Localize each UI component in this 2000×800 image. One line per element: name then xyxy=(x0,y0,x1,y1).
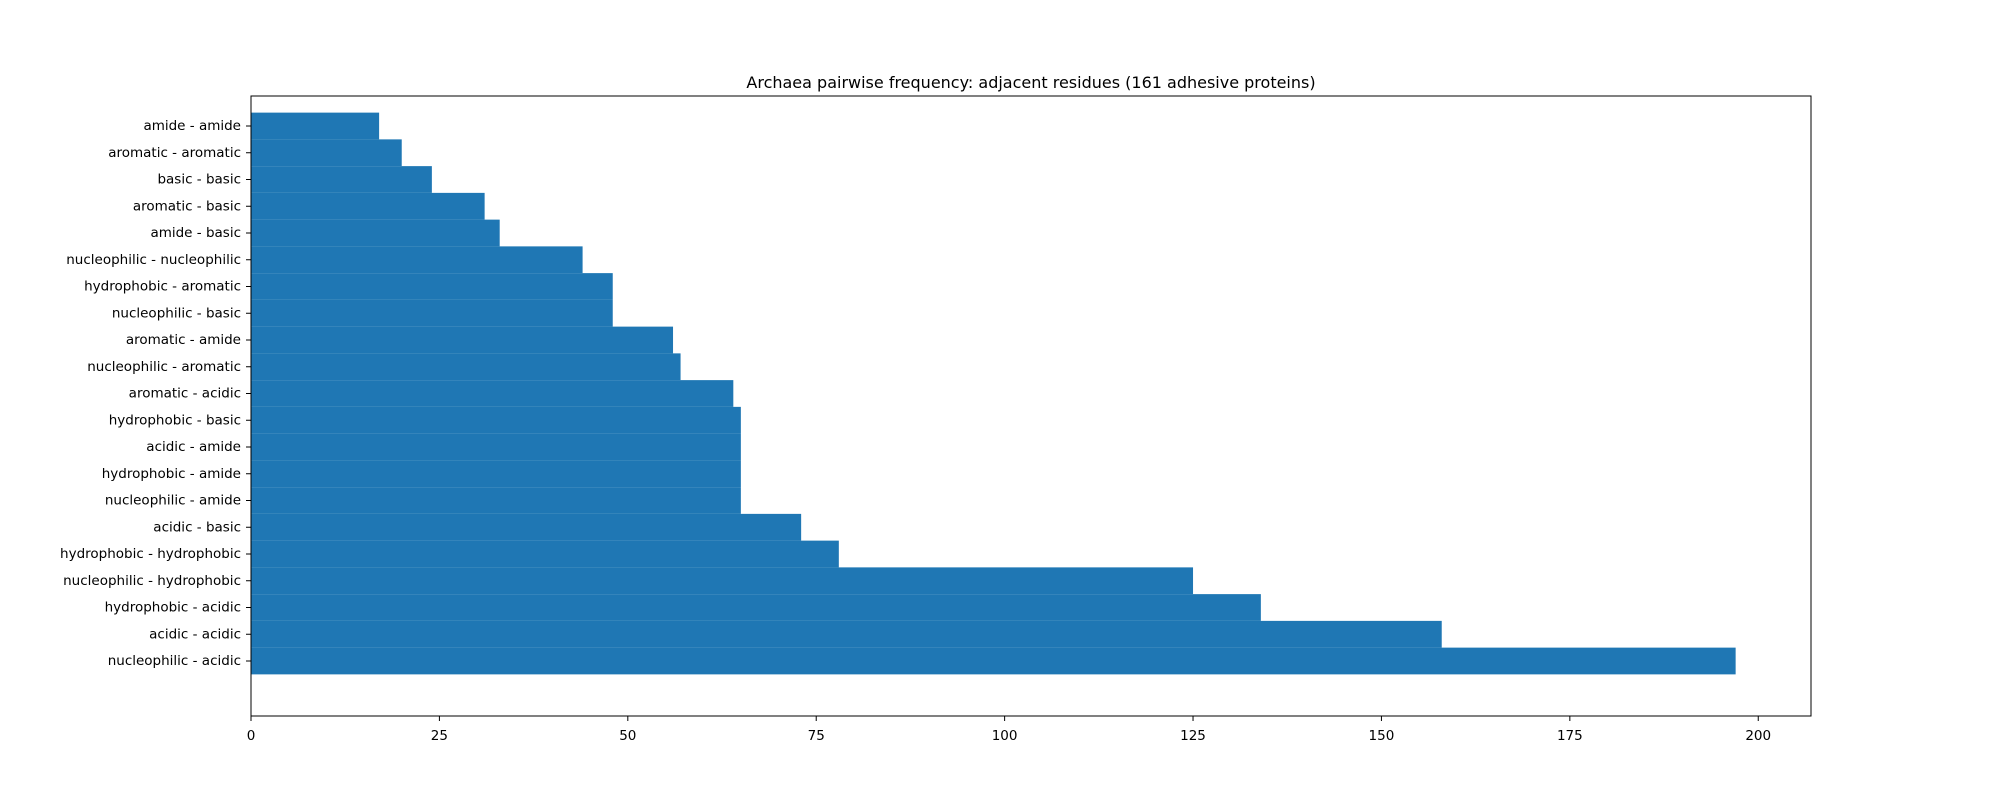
y-tick-label: hydrophobic - acidic xyxy=(105,600,241,616)
bar xyxy=(251,273,613,300)
x-tick-label: 200 xyxy=(1745,728,1771,744)
y-tick-label: nucleophilic - nucleophilic xyxy=(66,252,241,268)
y-tick-label: aromatic - basic xyxy=(133,198,241,214)
y-tick-label: nucleophilic - basic xyxy=(112,305,241,321)
bar xyxy=(251,192,485,220)
y-tick-label: amide - amide xyxy=(143,118,241,134)
bar xyxy=(251,433,741,461)
bar xyxy=(251,139,402,167)
x-tick-label: 175 xyxy=(1557,728,1583,744)
bar xyxy=(251,246,583,274)
y-tick-label: hydrophobic - basic xyxy=(109,412,241,428)
y-axis: amide - amide aromatic - aromatic basic - … xyxy=(60,118,251,669)
y-tick-label: hydrophobic - hydrophobic xyxy=(60,546,241,562)
y-tick-label: basic - basic xyxy=(157,172,241,188)
y-tick-label: acidic - amide xyxy=(146,439,241,455)
bar xyxy=(251,594,1261,621)
chart-title: Archaea pairwise frequency: adjacent res… xyxy=(746,73,1315,92)
y-tick-label: amide - basic xyxy=(150,225,241,241)
y-tick-label: aromatic - aromatic xyxy=(108,145,241,161)
bar xyxy=(251,513,802,541)
bar xyxy=(251,540,839,568)
x-tick-label: 50 xyxy=(619,728,636,744)
y-tick-label: nucleophilic - hydrophobic xyxy=(63,573,241,589)
y-tick-label: acidic - acidic xyxy=(149,626,241,642)
x-tick-label: 100 xyxy=(992,728,1018,744)
bar xyxy=(251,166,432,193)
x-tick-label: 150 xyxy=(1369,728,1395,744)
bar xyxy=(251,326,674,354)
y-tick-label: nucleophilic - amide xyxy=(105,493,241,509)
x-tick-label: 75 xyxy=(808,728,825,744)
y-tick-label: aromatic - amide xyxy=(126,332,241,348)
y-tick-label: hydrophobic - amide xyxy=(102,466,241,482)
y-tick-label: acidic - basic xyxy=(153,519,241,535)
y-tick-label: hydrophobic - aromatic xyxy=(84,279,241,295)
bar xyxy=(251,620,1442,648)
bar xyxy=(251,406,741,434)
x-tick-label: 25 xyxy=(431,728,448,744)
bar xyxy=(251,353,681,381)
y-tick-label: aromatic - acidic xyxy=(129,386,241,402)
bar xyxy=(251,647,1736,675)
bar xyxy=(251,460,741,488)
y-tick-label: nucleophilic - aromatic xyxy=(87,359,241,375)
bar xyxy=(251,219,500,247)
bars-layer xyxy=(251,112,1736,675)
bar xyxy=(251,487,741,514)
bar xyxy=(251,299,613,327)
y-tick-label: nucleophilic - acidic xyxy=(108,653,241,669)
bar xyxy=(251,380,734,407)
x-tick-label: 125 xyxy=(1180,728,1206,744)
bar xyxy=(251,112,380,140)
x-tick-label: 0 xyxy=(247,728,256,744)
bar xyxy=(251,567,1194,595)
plot-frame xyxy=(250,95,1812,717)
x-axis: 0 25 50 75 100 125 150 175 200 xyxy=(247,716,1771,744)
